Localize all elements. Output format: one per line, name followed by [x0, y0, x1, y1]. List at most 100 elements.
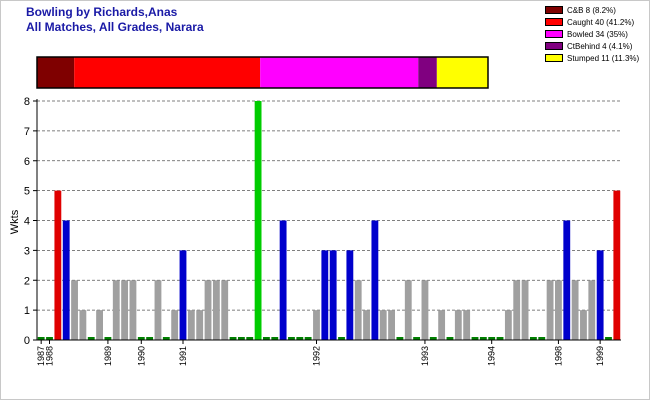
x-tick-label: 1989: [103, 346, 113, 366]
legend-item-cb: C&B 8 (8.2%): [545, 4, 639, 16]
legend-item-ctbehind: CtBehind 4 (4.1%): [545, 40, 639, 52]
bar: [229, 337, 237, 340]
legend-item-bowled: Bowled 34 (35%): [545, 28, 639, 40]
y-tick-label: 7: [24, 126, 30, 138]
legend-label: CtBehind 4 (4.1%): [567, 41, 633, 51]
y-tick-label: 5: [24, 186, 30, 198]
bar: [254, 101, 262, 340]
bar: [154, 280, 162, 340]
bar: [288, 337, 295, 340]
bar: [488, 337, 496, 340]
bar: [571, 280, 579, 340]
x-tick-label: 1994: [487, 346, 497, 366]
y-tick-label: 8: [24, 96, 30, 108]
bar: [329, 250, 337, 340]
y-tick-label: 3: [24, 245, 30, 257]
bar: [396, 337, 404, 340]
bar: [71, 280, 78, 340]
bar: [54, 190, 62, 340]
x-tick-label: 1993: [420, 346, 430, 366]
bar: [37, 337, 45, 340]
bar: [279, 220, 287, 340]
y-tick-label: 6: [24, 156, 30, 168]
axes: [36, 99, 621, 341]
bar: [504, 310, 512, 340]
x-tick-label: 1988: [45, 346, 55, 366]
x-tick-label: 1987: [36, 346, 46, 366]
wicket-bars: [37, 101, 621, 340]
stack-segment: [260, 57, 419, 88]
bar: [379, 310, 387, 340]
y-axis-ticks: 0 1 2 3 4 5 6 7 8: [24, 96, 37, 347]
bar: [346, 250, 354, 340]
bar: [588, 280, 596, 340]
bar: [388, 310, 395, 340]
legend-label: Stumped 11 (11.3%): [567, 53, 640, 63]
y-tick-label: 2: [24, 275, 30, 287]
bar: [421, 280, 429, 340]
bar: [204, 280, 212, 340]
bar: [104, 337, 112, 340]
bar: [212, 280, 220, 340]
stack-segment: [37, 57, 75, 88]
y-tick-label: 0: [24, 335, 30, 347]
bar: [429, 337, 437, 340]
bar: [179, 250, 187, 340]
bar: [479, 337, 487, 340]
legend-swatch: [545, 18, 563, 26]
bar: [187, 310, 195, 340]
x-tick-label: 1998: [553, 346, 563, 366]
bar: [363, 310, 370, 340]
legend-item-stumped: Stumped 11 (11.3%): [545, 52, 639, 64]
y-axis-label: Wkts: [9, 209, 21, 234]
bar: [404, 280, 412, 340]
bar: [321, 250, 329, 340]
chart-title: Bowling by Richards,Anas: [26, 5, 178, 19]
bar: [354, 280, 362, 340]
bar: [413, 337, 421, 340]
x-tick-label: 1991: [178, 346, 188, 366]
bar: [596, 250, 604, 340]
bar: [580, 310, 587, 340]
bar: [304, 337, 312, 340]
bar: [538, 337, 546, 340]
bar: [137, 337, 145, 340]
bar: [529, 337, 537, 340]
bar: [313, 310, 320, 340]
legend-swatch: [545, 42, 563, 50]
stack-segment: [74, 57, 261, 88]
bar: [196, 310, 204, 340]
bar: [129, 280, 137, 340]
gridlines: [37, 100, 621, 311]
legend-swatch: [545, 6, 563, 14]
bar: [338, 337, 345, 340]
stack-border: [36, 56, 489, 89]
bar: [546, 280, 554, 340]
bar: [463, 310, 471, 340]
bar: [438, 310, 446, 340]
bar: [62, 220, 70, 340]
legend-swatch: [545, 30, 563, 38]
x-tick-label: 1992: [311, 346, 321, 366]
bar: [454, 310, 462, 340]
legend-swatch: [545, 54, 563, 62]
bar: [237, 337, 245, 340]
legend-item-caught: Caught 40 (41.2%): [545, 16, 639, 28]
bar: [371, 220, 379, 340]
bar: [112, 280, 120, 340]
bar: [605, 337, 612, 340]
chart-subtitle: All Matches, All Grades, Narara: [26, 20, 204, 34]
bar: [96, 310, 103, 340]
bar: [446, 337, 454, 340]
bar: [296, 337, 304, 340]
y-tick-label: 4: [24, 216, 30, 228]
bar: [221, 280, 229, 340]
bar: [121, 280, 129, 340]
dismissal-stack-bar: [36, 56, 489, 89]
x-tick-label: 1990: [136, 346, 146, 366]
bar: [171, 310, 179, 340]
legend: C&B 8 (8.2%) Caught 40 (41.2%) Bowled 34…: [545, 4, 639, 64]
bar: [46, 337, 53, 340]
